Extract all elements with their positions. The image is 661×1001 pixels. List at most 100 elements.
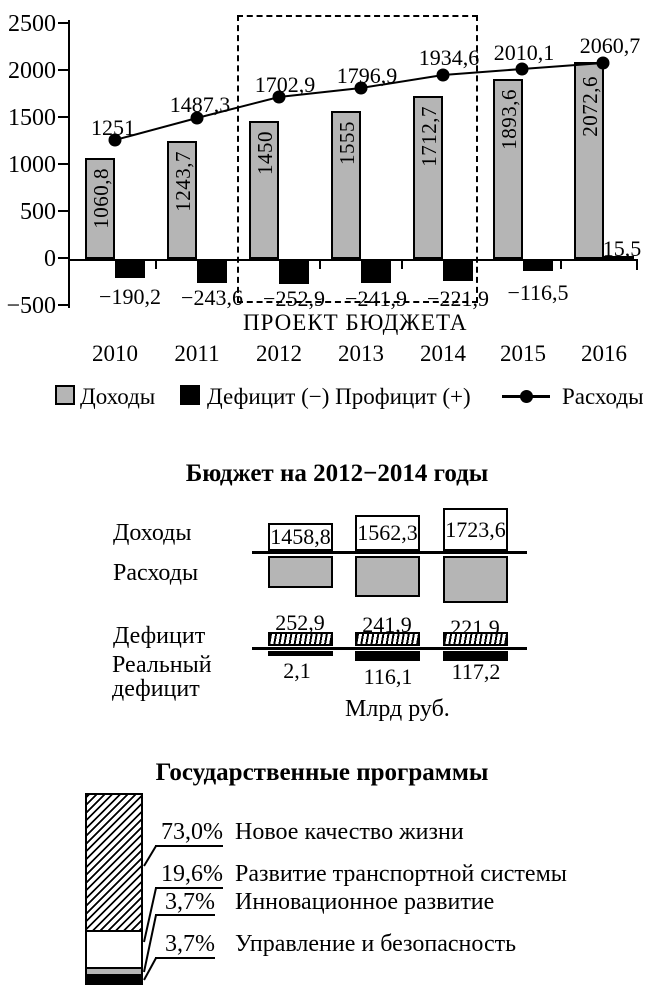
deficit-value-label: −243,6 bbox=[181, 285, 243, 310]
year-label-2014: 2014 bbox=[420, 341, 466, 366]
y-tick-label: 1500 bbox=[8, 105, 56, 131]
income-box-2013: 1562,3 bbox=[355, 515, 420, 551]
expense-value-label: 1487,3 bbox=[169, 92, 231, 117]
x-tick bbox=[319, 259, 321, 269]
segment-new-quality-of-life bbox=[87, 795, 141, 932]
real-deficit-value-2014: 117,2 bbox=[451, 659, 501, 684]
y-tick bbox=[58, 210, 68, 212]
project-budget-label: ПРОЕКТ БЮДЖЕТА bbox=[243, 310, 468, 335]
y-tick bbox=[58, 69, 68, 71]
income-value-label: 1893,6 bbox=[497, 89, 521, 150]
state-programs-stacked-bar bbox=[85, 793, 143, 985]
deficit-bar-2010 bbox=[115, 259, 145, 278]
expense-box-2013 bbox=[355, 556, 420, 597]
expense-value-label: 2060,7 bbox=[579, 33, 641, 58]
real-deficit-bar-2014 bbox=[443, 651, 508, 661]
x-tick bbox=[401, 259, 403, 269]
y-tick-label: 2500 bbox=[8, 11, 56, 37]
real-deficit-bar-2013 bbox=[355, 651, 420, 661]
expense-box-2012 bbox=[268, 556, 333, 588]
income-bar-2010 bbox=[85, 158, 115, 259]
deficit-bar-2011 bbox=[197, 259, 227, 283]
segment-management-security bbox=[87, 976, 141, 983]
y-tick-label: 2000 bbox=[8, 58, 56, 84]
year-label-2015: 2015 bbox=[500, 341, 546, 366]
expense-value-label: 1251 bbox=[91, 115, 135, 140]
pct-underline-1 bbox=[155, 845, 223, 847]
real-deficit-value-2013: 116,1 bbox=[363, 664, 413, 689]
y-tick-label: −500 bbox=[6, 293, 56, 319]
row-label-income: Доходы bbox=[113, 520, 192, 546]
program-label-3: Инновационное развитие bbox=[235, 889, 495, 915]
segment-innovative-development bbox=[87, 969, 141, 976]
pct-label-3: 3,7% bbox=[165, 889, 215, 915]
income-bar-2012 bbox=[249, 121, 279, 259]
expense-box-2014 bbox=[443, 556, 508, 603]
legend-income-label: Доходы bbox=[80, 384, 156, 409]
leader-line-4 bbox=[143, 957, 157, 981]
separator-line-bottom bbox=[252, 647, 527, 650]
deficit-value-label: −190,2 bbox=[99, 284, 161, 309]
program-label-1: Новое качество жизни bbox=[235, 819, 464, 845]
deficit-value-label: −221,9 bbox=[427, 286, 489, 311]
x-tick bbox=[636, 259, 638, 270]
row-label-real-deficit: Реальный дефицит bbox=[112, 652, 212, 702]
deficit-value-label: −252,9 bbox=[263, 286, 325, 311]
pct-underline-4 bbox=[155, 957, 215, 959]
row-label-deficit: Дефицит bbox=[113, 623, 206, 649]
real-deficit-bar-2012 bbox=[268, 651, 333, 656]
unit-label: Млрд руб. bbox=[345, 696, 450, 722]
project-budget-dashed-box bbox=[237, 15, 478, 303]
year-label-2010: 2010 bbox=[92, 341, 138, 366]
expense-value-label: 2010,1 bbox=[493, 40, 555, 65]
pct-underline-2 bbox=[155, 887, 223, 889]
legend-income-swatch bbox=[55, 385, 75, 405]
real-deficit-value-2012: 2,1 bbox=[283, 658, 311, 683]
income-value-label: 1450 bbox=[253, 131, 277, 175]
deficit-value-label: −241,9 bbox=[345, 286, 407, 311]
legend-line-dot bbox=[520, 390, 533, 403]
year-label-2016: 2016 bbox=[581, 341, 627, 366]
x-tick bbox=[155, 259, 157, 269]
row-label-expenses: Расходы bbox=[113, 560, 199, 586]
income-value-label: 1555 bbox=[335, 121, 359, 165]
income-value-label: 1243,7 bbox=[171, 151, 195, 212]
income-box-2012: 1458,8 bbox=[268, 523, 333, 551]
income-box-2014: 1723,6 bbox=[443, 508, 508, 551]
y-tick-label: 0 bbox=[44, 246, 56, 272]
y-tick bbox=[58, 304, 68, 306]
y-tick-label: 500 bbox=[20, 199, 56, 225]
pct-label-4: 3,7% bbox=[165, 931, 215, 957]
legend-deficit-label: Дефицит (−) Профицит (+) bbox=[207, 384, 471, 409]
bottom-chart-title: Государственные программы bbox=[155, 759, 489, 786]
income-bar-2011 bbox=[167, 141, 197, 259]
deficit-hatched-bar-2012 bbox=[268, 632, 333, 646]
year-label-2011: 2011 bbox=[174, 341, 220, 366]
year-label-2013: 2013 bbox=[338, 341, 384, 366]
income-value-label: 1060,8 bbox=[89, 168, 113, 229]
deficit-hatched-bar-2013 bbox=[355, 632, 420, 646]
y-tick bbox=[58, 163, 68, 165]
program-label-4: Управление и безопасность bbox=[235, 931, 517, 957]
income-value-label: 2072,6 bbox=[578, 76, 602, 137]
legend-deficit-swatch bbox=[180, 385, 200, 405]
segment-transport-system bbox=[87, 932, 141, 969]
y-axis-line bbox=[68, 20, 70, 308]
deficit-hatched-bar-2014 bbox=[443, 632, 508, 646]
y-tick bbox=[58, 22, 68, 24]
program-label-2: Развитие транспортной системы bbox=[235, 861, 567, 887]
legend-expenses-label: Расходы bbox=[562, 384, 644, 409]
pct-label-2: 19,6% bbox=[161, 861, 223, 887]
income-value-label: 1712,7 bbox=[417, 106, 441, 167]
x-axis-line bbox=[68, 259, 638, 261]
year-label-2012: 2012 bbox=[256, 341, 302, 366]
deficit-value-label: −116,5 bbox=[507, 280, 569, 305]
deficit-bar-2012 bbox=[279, 259, 309, 284]
y-tick bbox=[58, 257, 68, 259]
deficit-value-2012: 252,9 bbox=[275, 610, 325, 635]
deficit-bar-2015 bbox=[523, 259, 553, 271]
deficit-bar-2013 bbox=[361, 259, 391, 283]
separator-line-top bbox=[252, 551, 527, 554]
y-tick bbox=[58, 116, 68, 118]
